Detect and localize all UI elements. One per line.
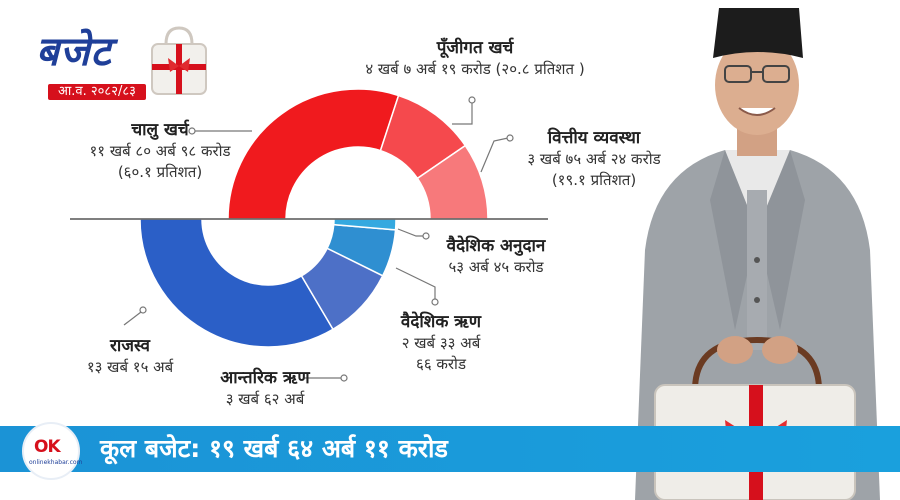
logo-fiscal-year: आ.व. २०८२/८३: [48, 84, 146, 100]
leader-lines: [123, 96, 514, 382]
leader-dot-antarik-rin: [340, 374, 348, 382]
brand-mark: OK: [34, 437, 61, 457]
expenditure-slice-0: [227, 88, 400, 220]
total-budget-text: कूल बजेट: १९ खर्ब ६४ अर्ब ११ करोड: [100, 434, 448, 463]
label-title: राजस्व: [109, 336, 151, 356]
leader-line-bittiya: [480, 137, 509, 173]
label-amount: १३ खर्ब १५ अर्ब: [86, 358, 174, 376]
label-rajaswa: राजस्व १३ खर्ब १५ अर्ब: [70, 336, 190, 378]
label-amount-line2: ६६ करोड: [416, 355, 466, 373]
leader-line-bideshi-rin: [395, 267, 436, 300]
label-title: वैदेशिक ऋण: [400, 312, 482, 332]
leader-line-anudan: [397, 228, 424, 237]
sources-slice-0: [139, 218, 335, 348]
label-chalu-kharcha: चालु खर्च ११ खर्ब ८० अर्ब ९८ करोड (६०.१ …: [70, 120, 250, 183]
label-amount: ५३ अर्ब ४५ करोड: [448, 258, 544, 276]
total-budget-bar: [0, 426, 900, 472]
label-amount: ३ खर्ब ७५ अर्ब २४ करोड: [527, 150, 661, 168]
label-title: वित्तीय व्यवस्था: [547, 128, 641, 148]
leader-line-rajaswa: [123, 311, 142, 326]
leader-dot-bideshi-rin: [431, 298, 439, 306]
label-punjigat-kharcha: पूँजीगत खर्च ४ खर्ब ७ अर्ब १९ करोड (२०.८…: [340, 38, 610, 80]
label-bittiya-byabastha: वित्तीय व्यवस्था ३ खर्ब ७५ अर्ब २४ करोड …: [504, 128, 684, 191]
leader-line-punjigat: [452, 102, 473, 125]
label-amount-line1: २ खर्ब ३३ अर्ब: [401, 334, 481, 352]
leader-dot-chalu: [188, 127, 196, 135]
label-share: (१९.१ प्रतिशत): [551, 171, 637, 189]
label-amount: ११ खर्ब ८० अर्ब ९८ करोड: [89, 142, 231, 160]
label-antarik-rin: आन्तरिक ऋण ३ खर्ब ६२ अर्ब: [205, 368, 325, 410]
label-title: वैदेशिक अनुदान: [446, 236, 546, 256]
brand-name: onlinekhabar.com: [29, 459, 83, 466]
leader-dot-rajaswa: [139, 306, 147, 314]
logo-word: बजेट: [36, 29, 112, 75]
label-bideshi-anudan: वैदेशिक अनुदान ५३ अर्ब ४५ करोड: [430, 236, 562, 278]
label-amount: ३ खर्ब ६२ अर्ब: [225, 390, 305, 408]
budget-logo: बजेट आ.व. २०८२/८३: [30, 22, 210, 102]
label-title: चालु खर्च: [131, 120, 189, 140]
leader-dot-punjigat: [468, 96, 476, 104]
label-bideshi-rin: वैदेशिक ऋण २ खर्ब ३३ अर्ब ६६ करोड: [386, 312, 496, 375]
leader-dot-anudan: [422, 232, 430, 240]
onlinekhabar-logo-icon: OK onlinekhabar.com: [22, 422, 83, 480]
sources-half-donut: [139, 218, 397, 348]
label-share: (६०.१ प्रतिशत): [117, 163, 203, 181]
budget-bag-icon: [151, 26, 207, 95]
leader-dot-bittiya: [506, 134, 514, 142]
expenditure-half-donut: [227, 88, 489, 220]
finance-minister-photo: [635, 8, 880, 500]
label-title: आन्तरिक ऋण: [220, 368, 310, 388]
label-title: पूँजीगत खर्च: [436, 38, 514, 58]
budget-chart: [70, 88, 548, 382]
label-amount: ४ खर्ब ७ अर्ब १९ करोड (२०.८ प्रतिशत ): [365, 60, 585, 78]
